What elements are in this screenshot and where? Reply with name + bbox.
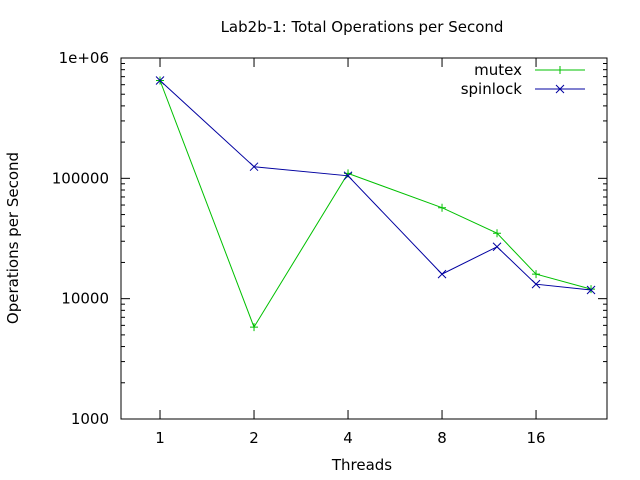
legend-marker-mutex	[556, 66, 564, 74]
x-axis-label: Threads	[331, 456, 392, 474]
data-point-spinlock	[586, 285, 596, 295]
y-axis-label: Operations per Second	[4, 152, 22, 324]
legend-entry-mutex: mutex	[474, 61, 585, 79]
data-point-mutex	[587, 285, 596, 294]
data-point-spinlock	[249, 162, 259, 172]
legend-entry-spinlock: spinlock	[461, 80, 585, 98]
x-tick-label: 4	[343, 429, 353, 447]
series-group	[155, 76, 596, 332]
x-tick-label: 8	[437, 429, 447, 447]
y-tick-label: 1000	[71, 410, 109, 428]
legend-marker-spinlock	[555, 84, 565, 94]
legend-label-spinlock: spinlock	[461, 80, 523, 98]
data-point-spinlock	[492, 242, 502, 252]
x-tick-label: 2	[249, 429, 259, 447]
y-tick-label: 10000	[61, 290, 109, 308]
x-tick-label: 16	[526, 429, 545, 447]
data-point-mutex	[532, 270, 541, 279]
data-point-spinlock	[531, 279, 541, 289]
series-mutex	[156, 76, 596, 332]
series-spinlock	[155, 76, 596, 295]
data-point-mutex	[493, 229, 502, 238]
data-point-spinlock	[155, 76, 165, 85]
data-point-mutex	[438, 203, 447, 212]
data-point-mutex	[250, 323, 259, 332]
data-point-spinlock	[437, 269, 447, 279]
plot-frame	[120, 57, 608, 420]
axis-tick-labels: 1000 10000 100000 1e+06 1 2 4 8 16	[52, 49, 546, 447]
legend-label-mutex: mutex	[474, 61, 522, 79]
y-tick-label: 1e+06	[59, 49, 109, 67]
series-line-mutex	[159, 80, 592, 329]
x-tick-label: 1	[155, 429, 165, 447]
series-line-spinlock	[159, 80, 592, 291]
data-point-spinlock	[343, 171, 353, 181]
y-tick-label: 100000	[52, 169, 109, 187]
axis-ticks	[121, 57, 607, 420]
chart-title: Lab2b-1: Total Operations per Second	[221, 18, 504, 36]
